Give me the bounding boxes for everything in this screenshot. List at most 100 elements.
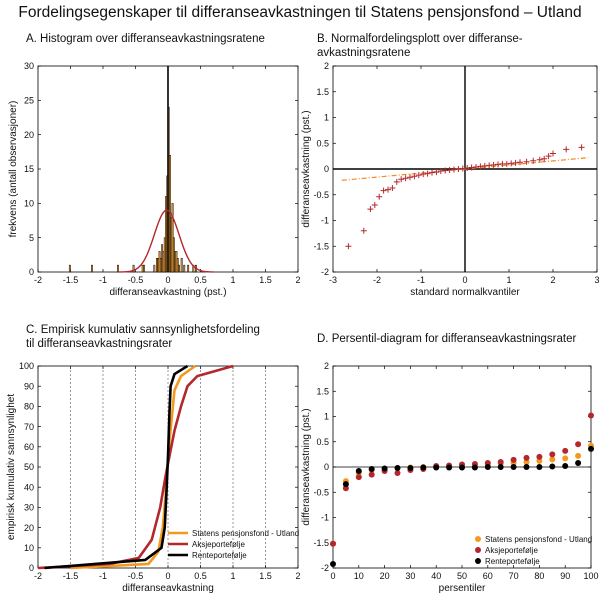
cdf-line — [44, 364, 189, 570]
y-tick-label: 0 — [29, 267, 34, 277]
chart-title-line: avkastningsratene — [317, 47, 410, 59]
x-tick-label: 0 — [165, 275, 170, 285]
y-tick-label: 15 — [24, 164, 34, 174]
reference-line — [341, 157, 589, 181]
data-point — [503, 160, 510, 167]
data-point — [575, 452, 582, 459]
normal-curve — [119, 209, 214, 273]
y-tick-label: 90 — [24, 381, 34, 391]
data-point — [536, 156, 543, 163]
y-tick-label: -1.5 — [313, 241, 329, 251]
data-point — [484, 464, 491, 470]
y-tick-label: -1 — [321, 216, 329, 226]
data-point — [411, 173, 418, 180]
legend-label: Renteportefølje — [192, 551, 247, 560]
data-point — [473, 163, 479, 170]
x-tick-label: -0.5 — [128, 571, 144, 581]
data-point — [407, 174, 413, 181]
data-point — [549, 463, 556, 470]
data-point — [575, 459, 582, 466]
y-tick-label: 0 — [324, 462, 329, 472]
x-tick-label: -0.5 — [128, 275, 144, 285]
x-tick-label: 0 — [165, 571, 170, 581]
panel-d-percentile: D. Persentil-diagram for differanseavkas… — [301, 333, 599, 594]
legend-label: Statens pensjonsfond - Utland — [485, 535, 592, 544]
panel-a-histogram: A. Histogram over differanseavkastningsr… — [8, 33, 301, 298]
data-point — [446, 464, 453, 471]
data-point — [562, 455, 569, 462]
data-point — [345, 243, 352, 250]
y-tick-label: 0 — [29, 563, 34, 573]
legend-label: Statens pensjonsfond - Utland — [192, 529, 299, 538]
y-tick-label: 10 — [24, 543, 34, 553]
x-tick-label: -3 — [329, 275, 337, 285]
y-tick-label: 25 — [24, 96, 34, 106]
histogram-bar — [91, 264, 93, 273]
data-point — [517, 159, 523, 166]
y-tick-label: 1 — [324, 113, 329, 123]
y-axis-label: frekvens (antall observasjoner) — [8, 101, 19, 238]
histogram-bar — [153, 264, 156, 273]
chart-title-line: C. Empirisk kumulativ sannsynlighetsford… — [26, 324, 260, 336]
y-tick-label: 0.5 — [316, 138, 329, 148]
data-point — [389, 185, 396, 192]
y-tick-label: 70 — [24, 422, 34, 432]
y-tick-label: 40 — [24, 482, 34, 492]
x-tick-label: 60 — [483, 571, 493, 581]
histogram-bar — [183, 264, 186, 273]
x-tick-label: 3 — [594, 275, 599, 285]
x-tick-label: 20 — [380, 571, 390, 581]
data-point — [437, 168, 444, 175]
y-tick-label: 0.5 — [316, 437, 329, 447]
y-tick-label: 60 — [24, 442, 34, 452]
data-point — [562, 462, 569, 469]
data-point — [510, 456, 517, 463]
y-tick-label: 20 — [24, 130, 34, 140]
y-tick-label: -2 — [321, 563, 329, 573]
data-point — [471, 464, 478, 471]
data-point — [545, 153, 552, 160]
data-point — [512, 159, 519, 166]
legend-marker — [475, 547, 481, 553]
x-axis-label: standard normalkvantiler — [410, 287, 520, 298]
legend-marker — [475, 536, 481, 542]
data-point — [468, 164, 475, 171]
data-point — [407, 465, 414, 472]
x-tick-label: -1 — [99, 571, 107, 581]
y-tick-label: 10 — [24, 199, 34, 209]
data-point — [541, 155, 548, 162]
legend-label: Aksjeportefølje — [485, 546, 538, 555]
y-axis-label: empirisk kumulativ sannsynlighet — [6, 394, 17, 540]
histogram-bar — [178, 264, 180, 273]
data-point — [330, 540, 336, 547]
x-tick-label: 30 — [405, 571, 415, 581]
data-point — [563, 146, 570, 153]
data-point — [429, 169, 435, 176]
y-axis-label: differanseavkastning (pst.) — [301, 408, 312, 525]
figure-title: Fordelingsegenskaper til differanseavkas… — [18, 4, 581, 21]
data-point — [523, 464, 530, 470]
data-point — [530, 157, 537, 164]
data-point — [394, 470, 401, 477]
x-tick-label: 0.5 — [194, 275, 207, 285]
chart-title: D. Persentil-diagram for differanseavkas… — [317, 333, 576, 345]
data-point — [562, 447, 569, 454]
panel-b-normal-plot: B. Normalfordelingsplott over differanse… — [301, 33, 600, 298]
data-point — [523, 158, 530, 165]
histogram-bar — [187, 264, 190, 273]
y-tick-label: -0.5 — [313, 190, 329, 200]
data-point — [550, 150, 556, 157]
y-tick-label: -1 — [321, 513, 329, 523]
legend-marker — [475, 558, 481, 564]
x-axis-label: persentiler — [439, 583, 486, 594]
data-point — [420, 464, 427, 471]
x-tick-label: 90 — [560, 571, 570, 581]
data-point — [510, 464, 517, 470]
data-point — [481, 162, 488, 169]
chart-title-line: B. Normalfordelingsplott over differanse… — [317, 33, 523, 45]
x-tick-label: 0.5 — [194, 571, 207, 581]
data-point — [368, 471, 375, 478]
x-tick-label: 10 — [354, 571, 364, 581]
data-point — [342, 481, 349, 488]
